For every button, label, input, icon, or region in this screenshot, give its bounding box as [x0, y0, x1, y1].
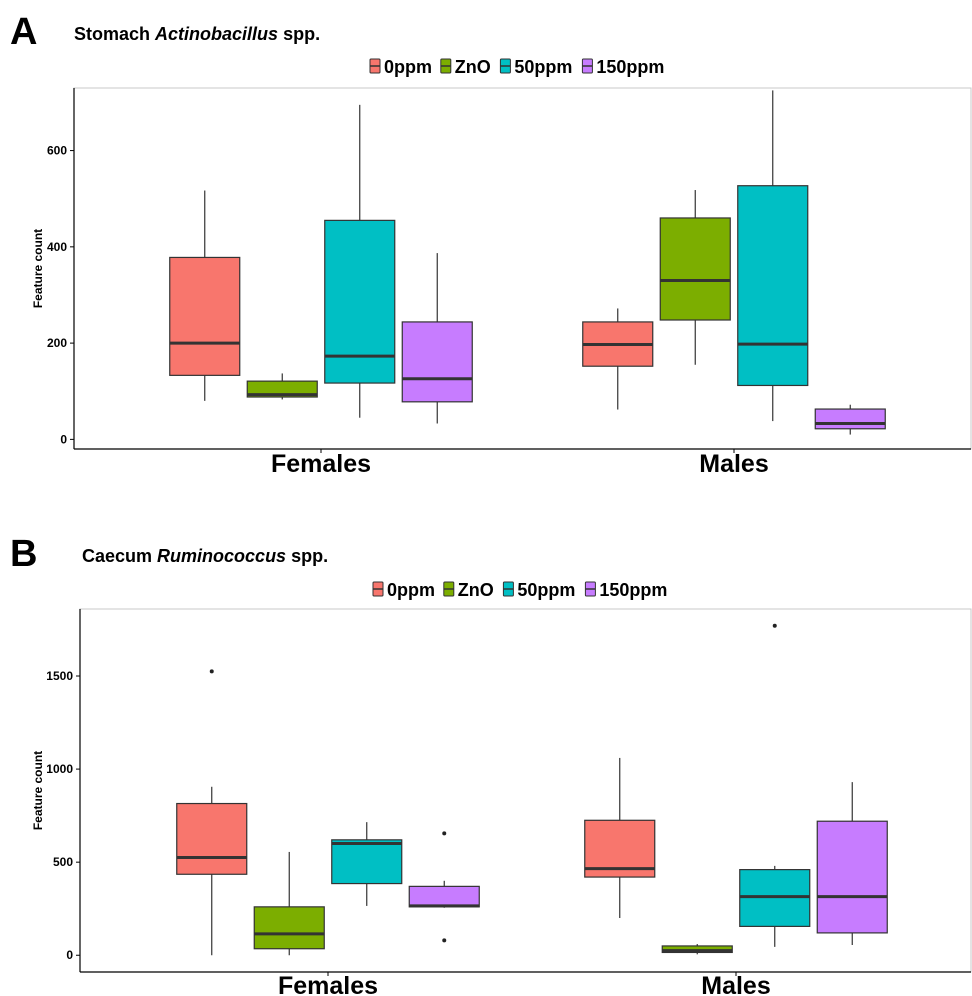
- panel-a-box-0ppm-Males: [582, 308, 654, 410]
- box-body: [659, 217, 731, 321]
- box-body: [814, 408, 886, 430]
- panel-a-box-50ppm-Females: [324, 104, 396, 418]
- panel-a-box-ZnO-Males: [659, 190, 731, 365]
- panel-b-box-ZnO-Females: [253, 851, 325, 956]
- panel-a-xtick-label: Females: [271, 450, 371, 478]
- outlier-point: [209, 669, 214, 674]
- panel-b-title: Caecum Ruminococcus spp.: [82, 546, 328, 566]
- panel-a-box-150ppm-Females: [401, 253, 473, 424]
- box-body: [169, 256, 241, 376]
- panel-a-title: Stomach Actinobacillus spp.: [74, 24, 320, 44]
- box-body: [401, 321, 473, 403]
- panel-a-box-50ppm-Males: [737, 90, 809, 422]
- box-body: [331, 839, 403, 885]
- panel-b-xtick-label: Females: [278, 972, 378, 996]
- panel-a-box-150ppm-Males: [814, 404, 886, 435]
- panel-b-ytick-label: 1000: [46, 762, 73, 776]
- panel-a-xtick-label: Males: [699, 450, 768, 478]
- outlier-point: [772, 623, 777, 628]
- legend-label: 150ppm: [599, 580, 667, 600]
- panel-b-box-0ppm-Males: [584, 757, 656, 919]
- box-body: [324, 219, 396, 384]
- panel-a-legend-item-ZnO: ZnO: [440, 57, 491, 77]
- panel-b-box-0ppm-Females: [176, 669, 248, 956]
- legend-label: ZnO: [455, 57, 491, 77]
- panel-b-legend-item-ZnO: ZnO: [443, 580, 494, 600]
- panel-a-legend-item-50ppm: 50ppm: [499, 57, 572, 77]
- legend-label: 0ppm: [387, 580, 435, 600]
- legend-label: 50ppm: [514, 57, 572, 77]
- box-body: [737, 185, 809, 387]
- panel-a-legend: 0ppm ZnO 50ppm 150ppm: [369, 57, 664, 77]
- panel-a-box-0ppm-Females: [169, 190, 241, 401]
- box-body: [246, 380, 318, 398]
- panel-b-legend-item-0ppm: 0ppm: [372, 580, 435, 600]
- panel-a-title-main: Stomach: [74, 24, 150, 44]
- legend-label: 50ppm: [517, 580, 575, 600]
- panel-a-legend-item-0ppm: 0ppm: [369, 57, 432, 77]
- panel-b-box-ZnO-Males: [661, 944, 733, 955]
- legend-label: ZnO: [458, 580, 494, 600]
- panel-b-box-150ppm-Males: [816, 782, 888, 946]
- panel-a-title-italic: Actinobacillus: [154, 24, 278, 44]
- panel-b-title-main: Caecum: [82, 546, 152, 566]
- panel-b-legend: 0ppm ZnO 50ppm 150ppm: [372, 580, 667, 600]
- panel-b-ytick-label: 1500: [46, 669, 73, 683]
- panel-a-ytick-label: 400: [47, 240, 67, 254]
- box-body: [408, 885, 480, 908]
- panel-b-y-axis-label: Feature count: [31, 751, 45, 830]
- panel-b-legend-item-150ppm: 150ppm: [584, 580, 667, 600]
- panel-b-plot: 0 500 1000 1500 Feature count Females Males: [31, 608, 972, 996]
- panel-a-plot: 0 200 400 600 Feature count Females Males: [31, 87, 972, 478]
- panel-a-ytick-label: 200: [47, 336, 67, 350]
- panel-a-ytick-label: 600: [47, 144, 67, 158]
- box-body: [176, 802, 248, 875]
- panel-a-y-axis-label: Feature count: [31, 229, 45, 308]
- panel-b-box-50ppm-Females: [331, 822, 403, 906]
- panel-a-title-suffix: spp.: [283, 24, 320, 44]
- panel-b-label: B: [10, 533, 37, 575]
- panel-b-box-150ppm-Females: [408, 831, 480, 943]
- box-body: [253, 906, 325, 950]
- panel-a-box-ZnO-Females: [246, 373, 318, 400]
- panel-b-title-suffix: spp.: [291, 546, 328, 566]
- panel-b-ytick-label: 500: [53, 855, 73, 869]
- panel-b-title-italic: Ruminococcus: [157, 546, 286, 566]
- panel-a-ytick-label: 0: [60, 432, 67, 446]
- panel-a-label: A: [10, 11, 37, 53]
- panel-b-box-50ppm-Males: [739, 623, 811, 947]
- outlier-point: [442, 831, 447, 836]
- legend-label: 150ppm: [596, 57, 664, 77]
- panel-b-xtick-label: Males: [701, 972, 770, 996]
- panel-a-legend-item-150ppm: 150ppm: [581, 57, 664, 77]
- outlier-point: [442, 938, 447, 943]
- panel-b-legend-item-50ppm: 50ppm: [502, 580, 575, 600]
- legend-label: 0ppm: [384, 57, 432, 77]
- box-body: [816, 820, 888, 934]
- panel-b-ytick-label: 0: [66, 948, 73, 962]
